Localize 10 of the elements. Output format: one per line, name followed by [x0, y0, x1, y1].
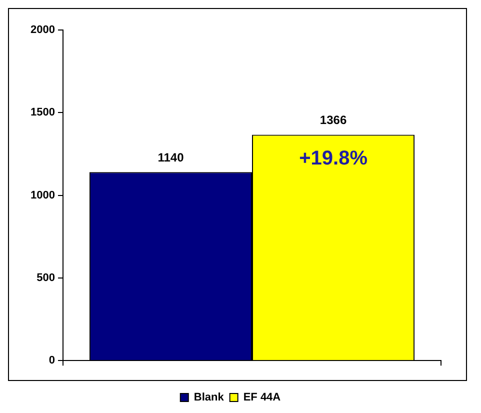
- data-label: 1366: [320, 113, 347, 128]
- y-tick-label: 1000: [30, 189, 55, 202]
- legend-label: Blank: [194, 392, 225, 404]
- y-tick-label: 500: [36, 272, 55, 284]
- y-tick-label: 2000: [30, 24, 55, 36]
- y-tick-label: 0: [48, 354, 55, 367]
- y-tick-label: 1500: [30, 106, 55, 119]
- legend-label: EF 44A: [243, 392, 281, 404]
- annotation: +19.8%: [299, 147, 368, 170]
- data-label: 1140: [158, 150, 184, 164]
